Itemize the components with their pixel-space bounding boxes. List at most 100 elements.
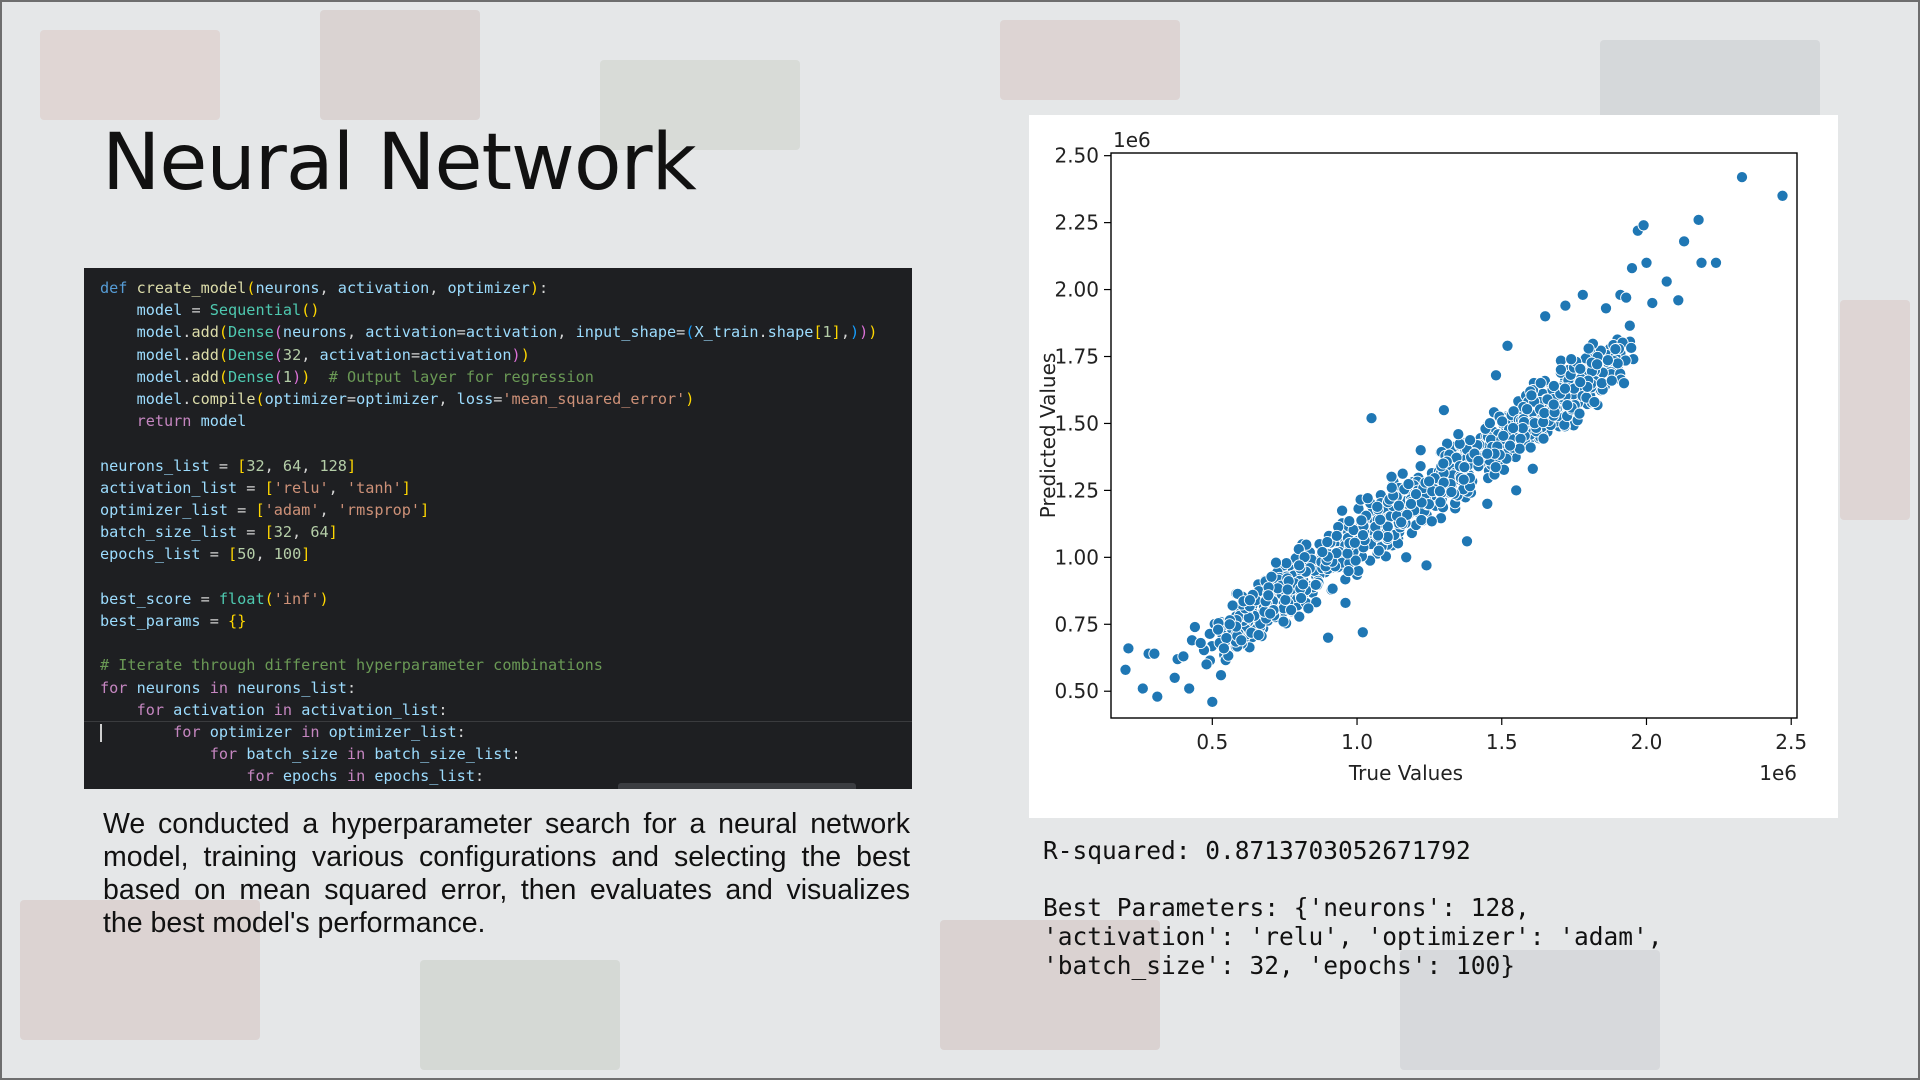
data-point	[1404, 497, 1418, 510]
data-point	[1507, 421, 1520, 435]
data-point	[1625, 341, 1638, 354]
data-point	[1400, 551, 1413, 564]
data-point	[1281, 583, 1294, 596]
data-point	[1526, 462, 1539, 475]
data-point	[1402, 477, 1415, 491]
data-point	[1646, 296, 1659, 310]
data-point	[1534, 376, 1547, 390]
x-axis-label: True Values	[1348, 761, 1463, 785]
data-point	[1385, 470, 1398, 483]
y-tick-label: 0.50	[1054, 679, 1099, 703]
data-point	[1617, 377, 1631, 390]
data-point	[1601, 354, 1614, 367]
data-point	[1420, 559, 1433, 572]
data-point	[1423, 475, 1436, 488]
data-point	[1623, 319, 1636, 332]
data-point	[1355, 514, 1368, 527]
code-screenshot: def create_model(neurons, activation, op…	[84, 268, 912, 789]
data-point	[1330, 529, 1343, 542]
data-point	[1547, 379, 1560, 393]
data-point	[1672, 294, 1685, 307]
data-point	[1637, 219, 1650, 232]
data-point	[1554, 363, 1567, 376]
y-tick-label: 2.25	[1054, 211, 1099, 235]
data-point	[1437, 404, 1450, 417]
data-point	[1226, 599, 1239, 612]
data-point	[1620, 291, 1633, 304]
data-point	[1265, 570, 1278, 583]
data-point	[1561, 399, 1574, 412]
data-point	[1414, 460, 1427, 473]
data-point	[1206, 695, 1219, 708]
data-point	[1356, 626, 1369, 639]
data-point	[1496, 415, 1509, 428]
data-point	[1309, 578, 1322, 591]
data-point	[1640, 256, 1653, 269]
y-tick-label: 0.75	[1054, 612, 1099, 636]
data-point	[1293, 559, 1306, 572]
data-point	[1576, 288, 1589, 301]
slide-title: Neural Network	[102, 118, 697, 208]
data-point	[1433, 485, 1446, 498]
data-point	[1361, 492, 1374, 505]
data-point	[1217, 642, 1230, 655]
code-text: def create_model(neurons, activation, op…	[100, 279, 878, 786]
data-point	[1262, 589, 1275, 602]
data-point	[1168, 671, 1181, 684]
data-point	[1595, 377, 1608, 390]
data-point	[1136, 682, 1149, 695]
data-point	[1277, 615, 1290, 628]
data-point	[1692, 213, 1705, 226]
data-point	[1235, 634, 1248, 647]
best-params-line-1: Best Parameters: {'neurons': 128,	[1043, 893, 1530, 922]
data-point	[1599, 302, 1613, 315]
data-point	[1501, 339, 1514, 352]
data-point	[1298, 551, 1311, 564]
data-point	[1269, 556, 1283, 569]
x-tick-label: 2.5	[1775, 730, 1807, 754]
data-point	[1385, 481, 1398, 494]
data-point	[1660, 275, 1673, 288]
data-point	[1574, 376, 1587, 389]
x-tick-label: 0.5	[1196, 730, 1228, 754]
r-squared-output: R-squared: 0.8713703052671792	[1043, 836, 1471, 865]
data-point	[1316, 545, 1329, 559]
data-point	[1776, 189, 1789, 202]
data-point	[1489, 461, 1502, 474]
x-tick-label: 1.5	[1486, 730, 1518, 754]
data-point	[1151, 690, 1164, 703]
data-point	[1349, 554, 1362, 567]
y-tick-label: 1.25	[1054, 478, 1099, 502]
data-point	[1212, 623, 1225, 636]
data-point	[1489, 369, 1503, 382]
current-line-highlight	[84, 721, 912, 722]
data-point	[1709, 256, 1723, 269]
data-point	[1437, 457, 1450, 470]
data-point	[1194, 636, 1207, 650]
data-point	[1735, 171, 1749, 184]
y-tick-label: 2.50	[1054, 144, 1099, 168]
data-point	[1415, 513, 1428, 527]
data-point	[1521, 403, 1534, 416]
x-tick-label: 2.0	[1631, 730, 1663, 754]
scatter-chart-panel: 0.5 1.0 1.5 2.0 2.5 0.50 0.75 1.00 1.25 1.50 1.75 2…	[1029, 115, 1838, 818]
data-point	[1588, 395, 1601, 409]
data-point	[1538, 406, 1551, 420]
data-point	[1591, 358, 1604, 371]
data-point	[1372, 544, 1385, 557]
data-point	[1425, 515, 1438, 528]
data-point	[1547, 398, 1560, 411]
data-point	[1396, 467, 1409, 480]
data-point	[1279, 593, 1292, 606]
data-point	[1177, 650, 1190, 663]
data-point	[1483, 417, 1496, 430]
data-point	[1148, 647, 1161, 660]
data-point	[1445, 485, 1458, 499]
x-offset-label: 1e6	[1759, 761, 1797, 785]
data-point	[1183, 682, 1196, 695]
data-point	[1374, 513, 1387, 526]
data-point	[1695, 256, 1708, 269]
data-point	[1524, 441, 1537, 454]
data-point	[1252, 628, 1265, 642]
data-point	[1200, 658, 1213, 671]
